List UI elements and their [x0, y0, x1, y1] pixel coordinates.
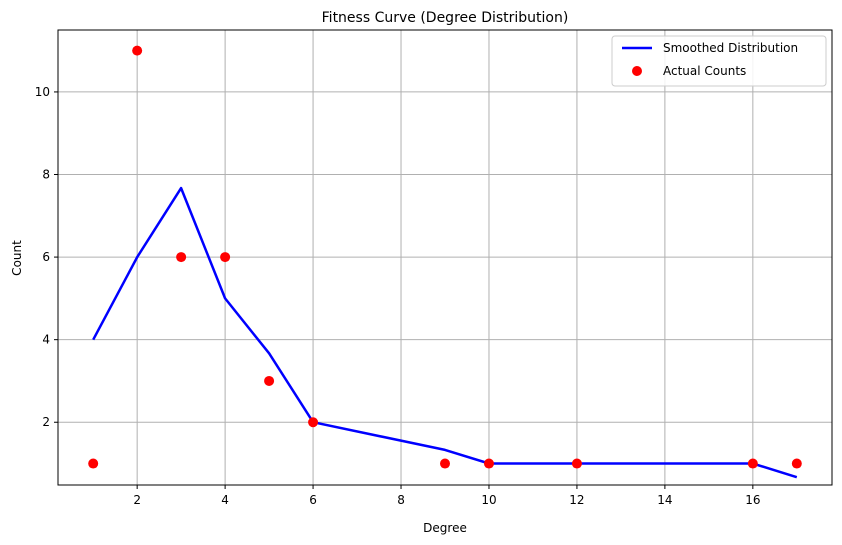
x-tick-label: 14 [657, 493, 672, 507]
x-tick-label: 10 [481, 493, 496, 507]
legend-entry-actual: Actual Counts [663, 64, 746, 78]
actual-count-point [791, 458, 802, 469]
actual-count-point [264, 375, 275, 386]
chart-title: Fitness Curve (Degree Distribution) [322, 10, 569, 26]
legend: Smoothed Distribution Actual Counts [611, 35, 827, 87]
x-tick-label: 8 [397, 493, 405, 507]
actual-count-point [176, 252, 187, 263]
legend-frame [611, 35, 827, 87]
actual-count-point [132, 45, 143, 56]
x-tick-label: 2 [133, 493, 141, 507]
legend-entry-smoothed: Smoothed Distribution [663, 41, 798, 55]
actual-count-point [308, 417, 319, 428]
actual-count-point [440, 458, 450, 469]
y-tick-label: 10 [35, 85, 50, 99]
tick-layer: 2 4 6 8 10 12 14 16 2 4 6 8 10 [35, 85, 761, 507]
x-tick-label: 6 [309, 493, 317, 507]
actual-count-point [571, 458, 582, 469]
y-tick-label: 2 [42, 415, 50, 429]
x-tick-label: 12 [569, 493, 584, 507]
actual-count-point [747, 458, 758, 469]
legend-point-swatch [632, 66, 642, 76]
y-tick-label: 4 [42, 333, 50, 347]
actual-count-point [88, 458, 99, 469]
series-layer [88, 45, 802, 479]
y-tick-label: 6 [42, 250, 50, 264]
x-axis-label: Degree [423, 521, 467, 535]
x-tick-label: 4 [221, 493, 229, 507]
y-tick-label: 8 [42, 168, 50, 182]
y-axis-label: Count [10, 240, 24, 276]
actual-count-point [220, 252, 231, 263]
x-tick-label: 16 [745, 493, 760, 507]
actual-count-point [483, 458, 494, 469]
